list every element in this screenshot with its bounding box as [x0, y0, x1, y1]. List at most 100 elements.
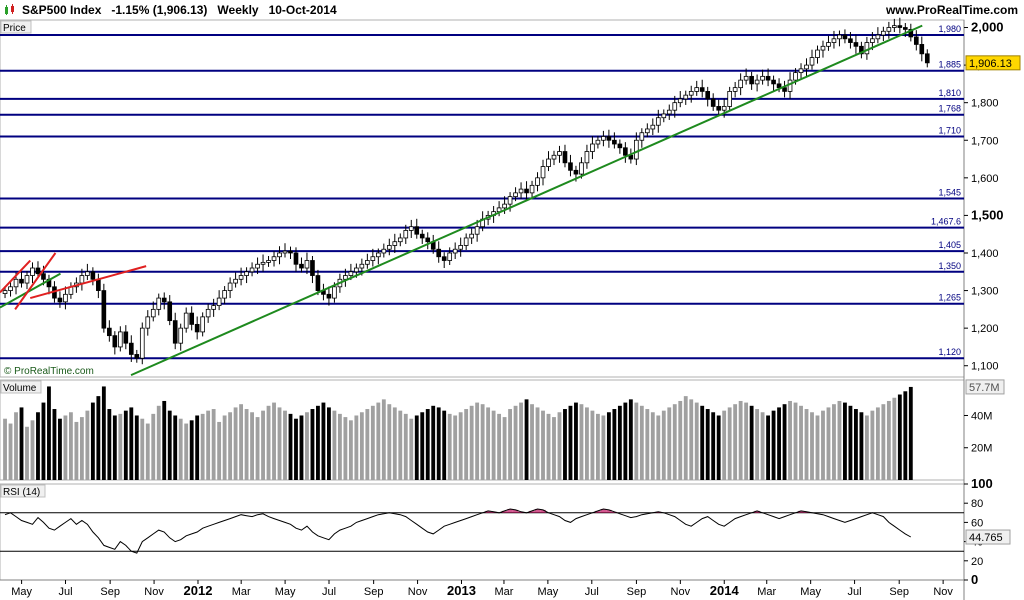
candle-body	[348, 271, 354, 276]
candle-body	[557, 151, 562, 156]
candle-body	[304, 260, 310, 269]
rsi-overbought-fill	[490, 511, 497, 513]
volume-bar	[156, 405, 161, 480]
volume-bar	[217, 421, 222, 480]
volume-bar	[348, 420, 353, 480]
candle-body	[809, 57, 815, 66]
x-tick-label: Jul	[322, 586, 336, 598]
volume-bar	[74, 421, 79, 480]
candle-body	[13, 278, 19, 288]
x-tick-label: Jul	[585, 586, 599, 598]
candle-body	[771, 79, 776, 85]
rsi-overbought-fill	[529, 510, 535, 513]
candle-body	[343, 275, 348, 280]
volume-bar	[821, 410, 825, 480]
volume-bar	[30, 420, 35, 480]
candle-body	[502, 203, 507, 209]
x-tick-label: 2013	[447, 583, 476, 598]
volume-bar	[250, 412, 254, 480]
volume-bar	[886, 400, 891, 480]
candle-body	[612, 139, 617, 145]
volume-bar	[464, 409, 469, 480]
volume-bar	[678, 400, 683, 480]
x-tick-label: Mar	[494, 586, 513, 598]
price-ytick-label: 1,300	[971, 286, 999, 298]
candle-body	[903, 27, 908, 30]
candle-body	[134, 354, 140, 359]
volume-bar	[277, 407, 282, 480]
candle-body	[35, 267, 41, 275]
trendline	[14, 252, 57, 310]
volume-bar	[810, 412, 814, 480]
candle-body	[414, 226, 420, 235]
level-label: 1,467.6	[931, 217, 961, 227]
level-label: 1,350	[938, 261, 961, 271]
volume-bar	[79, 417, 84, 480]
rsi-overbought-fill	[540, 509, 546, 513]
volume-bar	[634, 402, 639, 480]
volume-bar	[606, 412, 611, 480]
candle-body	[853, 42, 859, 47]
candle-body	[112, 335, 118, 348]
candle-body	[551, 154, 557, 160]
candle-body	[568, 162, 573, 171]
volume-bar	[535, 407, 540, 480]
candle-body	[436, 248, 442, 258]
candle-body	[310, 260, 315, 276]
volume-bar	[19, 407, 24, 480]
volume-bar	[365, 409, 370, 480]
volume-bar	[777, 407, 781, 480]
volume-bar	[68, 412, 73, 480]
candle-body	[913, 36, 919, 45]
candle-body	[474, 226, 480, 235]
candle-body	[672, 102, 678, 111]
volume-bar	[469, 405, 474, 480]
volume-bar	[579, 404, 584, 480]
volume-bar	[892, 397, 897, 480]
volume-bar	[332, 410, 337, 480]
volume-bar	[222, 415, 227, 480]
volume-bar	[749, 405, 754, 480]
volume-bar	[908, 386, 913, 480]
volume-bar	[804, 409, 809, 480]
candle-body	[57, 297, 63, 303]
x-tick-label: May	[537, 586, 558, 598]
volume-bar	[557, 412, 562, 480]
volume-bar	[766, 415, 771, 480]
volume-bar	[480, 404, 485, 480]
rsi-panel-label-box	[0, 484, 46, 498]
volume-bar	[189, 420, 194, 480]
candle-body	[886, 27, 892, 32]
candle-body	[721, 106, 727, 111]
volume-last-value: 57.7M	[969, 382, 1000, 394]
candle-body	[397, 237, 403, 243]
candle-body	[469, 233, 474, 239]
x-tick-label: May	[11, 586, 32, 598]
candle-body	[639, 132, 645, 141]
candle-body	[96, 278, 101, 291]
candle-body	[540, 166, 546, 179]
candle-body	[837, 34, 842, 40]
candle-body	[211, 305, 216, 310]
volume-bar	[288, 413, 293, 480]
volume-bar	[755, 409, 760, 480]
volume-panel-label: Volume	[3, 383, 37, 394]
volume-bar	[694, 402, 699, 480]
site-link[interactable]: www.ProRealTime.com	[885, 3, 1018, 17]
volume-bar	[420, 412, 425, 480]
volume-bar	[255, 417, 260, 480]
candle-body	[172, 320, 178, 344]
candle-body	[227, 282, 233, 291]
candle-body	[601, 136, 606, 141]
level-label: 1,885	[938, 60, 961, 70]
volume-bar	[63, 415, 68, 480]
x-tick-label: May	[275, 586, 296, 598]
volume-bar	[58, 418, 62, 480]
volume-bar	[612, 409, 617, 480]
volume-bar	[228, 412, 233, 480]
candle-body	[694, 87, 700, 92]
volume-bar	[585, 407, 589, 480]
x-tick-label: Mar	[232, 586, 251, 598]
candle-body	[655, 117, 661, 126]
